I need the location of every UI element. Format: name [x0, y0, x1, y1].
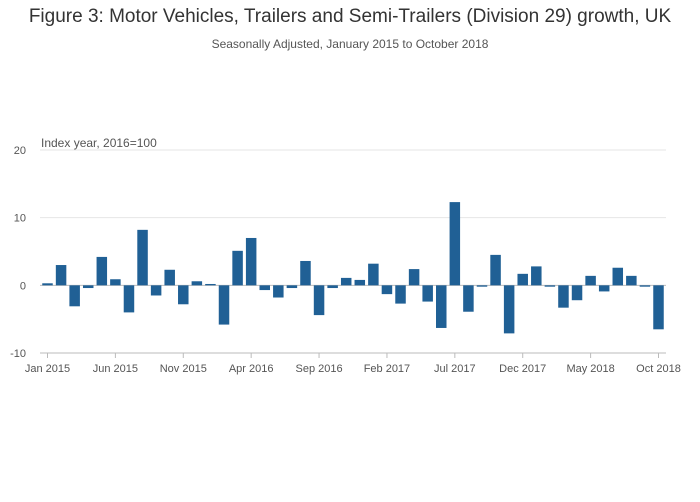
bar[interactable]: Mar 2018: -3.3 [558, 285, 569, 308]
x-tick-label: Apr 2016 [229, 363, 274, 375]
bar[interactable]: Dec 2017: 1.7 [517, 273, 528, 286]
bar[interactable]: Mar 2017: -2.7 [395, 285, 406, 304]
bar[interactable]: Jul 2016: -0.4 [286, 285, 298, 289]
bar[interactable]: Apr 2017: 2.4 [408, 269, 420, 286]
bar[interactable]: May 2018: 1.4 [585, 275, 596, 286]
bar[interactable]: Sep 2015: -1.5 [150, 285, 162, 296]
bar[interactable]: Jul 2015: -4 [123, 285, 135, 313]
bar[interactable]: Jun 2016: -1.8 [273, 285, 284, 298]
bar[interactable]: Aug 2018: 1.4 [626, 275, 637, 286]
bar[interactable]: Feb 2016: -5.8 [218, 285, 230, 325]
bar[interactable]: Dec 2016: 0.8 [354, 279, 366, 286]
bars: Jan 2015: 0.3Feb 2015: 3Mar 2015: -3.1Ap… [42, 202, 664, 334]
y-tick-label: -10 [10, 348, 26, 360]
x-tick-label: Jun 2015 [93, 363, 138, 375]
bar[interactable]: Mar 2015: -3.1 [69, 285, 80, 307]
y-tick-label: 20 [14, 145, 26, 157]
bar[interactable]: Oct 2016: -0.4 [327, 285, 338, 289]
bar[interactable]: Feb 2018: -0.2 [544, 285, 556, 287]
grid-lines: -10 0 10 20 [10, 145, 666, 360]
x-tick-label: May 2018 [566, 363, 614, 375]
bar[interactable]: Sep 2016: -4.4 [313, 285, 325, 316]
bar[interactable]: Sep 2017: -0.2 [476, 285, 488, 287]
bar[interactable]: May 2017: -2.4 [422, 285, 433, 302]
bar[interactable]: May 2015: 4.2 [96, 256, 108, 286]
bar[interactable]: Jun 2018: -0.9 [598, 285, 610, 292]
x-tick-label: Feb 2017 [364, 363, 410, 375]
bar[interactable]: May 2016: -0.7 [259, 285, 270, 291]
bar[interactable]: Jun 2015: 0.9 [110, 279, 121, 286]
bar[interactable]: Aug 2016: 3.6 [300, 260, 311, 286]
bar[interactable]: Jan 2016: 0.2 [205, 283, 216, 286]
bar[interactable]: Oct 2018: -6.5 [653, 285, 664, 330]
y-tick-label: 0 [20, 280, 26, 292]
bar[interactable]: Jul 2017: 12.3 [449, 202, 461, 286]
bar[interactable]: Aug 2015: 8.2 [137, 229, 148, 286]
bar[interactable]: Nov 2016: 1.1 [340, 277, 352, 286]
bar[interactable]: Nov 2015: -2.8 [178, 285, 189, 305]
bar[interactable]: Jun 2017: -6.3 [436, 285, 447, 328]
bar[interactable]: Nov 2017: -7.1 [503, 285, 515, 334]
x-tick-label: Oct 2018 [636, 363, 681, 375]
x-tick-label: Nov 2015 [160, 363, 207, 375]
bar[interactable]: Jan 2017: 3.2 [368, 263, 379, 286]
bar[interactable]: Jan 2015: 0.3 [42, 283, 53, 286]
chart-subtitle: Seasonally Adjusted, January 2015 to Oct… [211, 37, 489, 51]
x-tick-label: Jul 2017 [434, 363, 476, 375]
bar[interactable]: Feb 2015: 3 [55, 265, 67, 286]
y-axis-label: Index year, 2016=100 [41, 136, 157, 150]
bar[interactable]: Dec 2015: 0.6 [191, 281, 203, 286]
x-tick-label: Sep 2016 [296, 363, 343, 375]
x-tick-label: Jan 2015 [25, 363, 70, 375]
bar[interactable]: Sep 2018: -0.2 [639, 285, 651, 287]
bar[interactable]: Oct 2017: 4.5 [490, 254, 501, 286]
bar[interactable]: Aug 2017: -3.9 [463, 285, 474, 312]
chart-title: Figure 3: Motor Vehicles, Trailers and S… [28, 6, 672, 27]
bar[interactable]: Apr 2016: 7 [245, 237, 257, 286]
bar[interactable]: Jul 2018: 2.6 [612, 267, 624, 286]
x-axis: Jan 2015 Jun 2015 Nov 2015 Apr 2016 Sep 2016… [25, 352, 681, 375]
bar[interactable]: Apr 2015: -0.4 [82, 285, 94, 289]
bar[interactable]: Jan 2018: 2.8 [531, 266, 542, 286]
bar[interactable]: Oct 2015: 2.3 [164, 269, 175, 286]
bar[interactable]: Apr 2018: -2.2 [571, 285, 583, 301]
y-tick-label: 10 [14, 213, 26, 225]
x-tick-label: Dec 2017 [499, 363, 546, 375]
bar[interactable]: Mar 2016: 5.1 [232, 250, 243, 286]
bar[interactable]: Feb 2017: -1.3 [381, 285, 393, 295]
